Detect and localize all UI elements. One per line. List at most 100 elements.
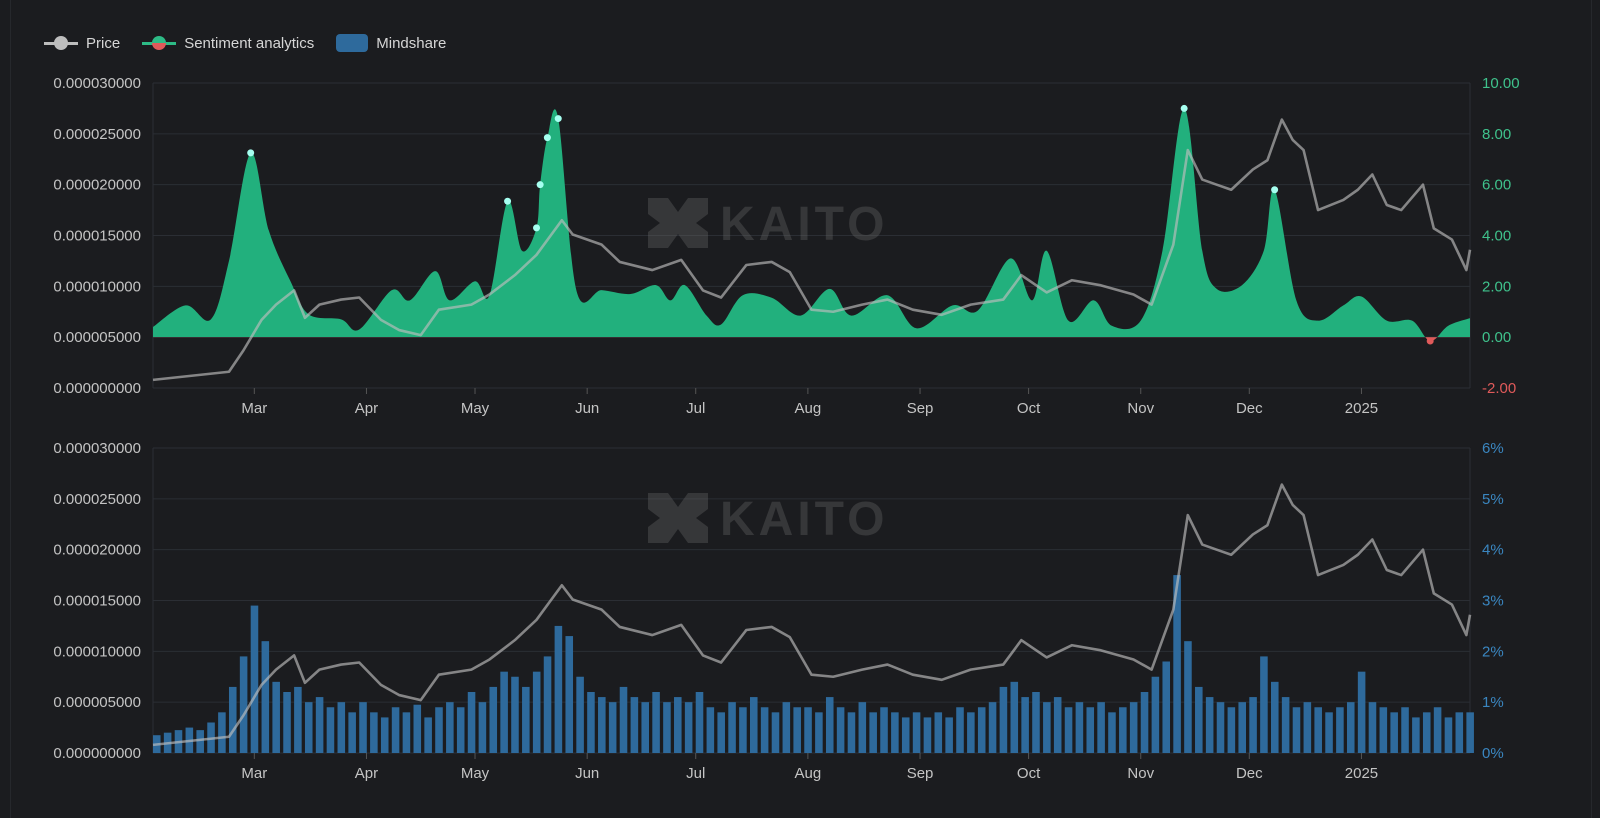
mindshare-bar [663, 702, 671, 753]
right-axis-tick-label: 3% [1482, 593, 1504, 610]
price-legend-icon [44, 36, 78, 50]
x-axis-tick-label: Nov [1127, 400, 1154, 417]
x-axis-tick-label: Sep [907, 765, 934, 782]
x-axis-tick-label: Oct [1017, 765, 1041, 782]
mindshare-bar [999, 686, 1008, 753]
left-axis-tick-label: 0.000000000 [53, 380, 141, 397]
left-axis-tick-label: 0.000030000 [53, 75, 141, 92]
mindshare-bar [315, 697, 324, 753]
right-axis-tick-label: 5% [1482, 491, 1504, 508]
x-axis-tick-label: Oct [1017, 400, 1041, 417]
mindshare-bar [988, 702, 997, 753]
mindshare-bar [272, 681, 280, 753]
x-axis-tick-label: Dec [1236, 765, 1263, 782]
legend-item-mindshare[interactable]: Mindshare [336, 34, 446, 52]
x-axis-tick-label: Aug [795, 765, 822, 782]
x-axis-tick-label: Apr [355, 765, 378, 782]
mindshare-bar [901, 717, 910, 753]
kaito-watermark-logo: KAITO [648, 493, 888, 546]
x-axis-tick-label: Aug [795, 400, 822, 417]
left-axis-tick-label: 0.000000000 [53, 745, 141, 762]
mindshare-bar [869, 712, 877, 753]
sentiment-marker [504, 197, 512, 205]
mindshare-bar [891, 712, 899, 753]
legend-label-sentiment: Sentiment analytics [184, 34, 315, 52]
mindshare-bar [1433, 707, 1442, 753]
mindshare-bar [1466, 712, 1474, 753]
mindshare-bar [1390, 712, 1398, 753]
x-axis-tick-label: Mar [241, 765, 267, 782]
mindshare-bar [1401, 707, 1409, 753]
mindshare-bar [1173, 575, 1181, 753]
legend-item-sentiment[interactable]: Sentiment analytics [142, 35, 314, 52]
mindshare-bar [1086, 707, 1095, 753]
mindshare-bar [239, 656, 248, 753]
mindshare-bar [1075, 702, 1084, 753]
x-axis-tick-label: Jun [575, 765, 599, 782]
mindshare-bar [554, 625, 563, 753]
mindshare-bar [1412, 717, 1420, 753]
x-axis-tick-label: May [461, 765, 490, 782]
panel-1: 0.000000000 0% 0.000005000 1% 0.000010000 2% 0… [53, 440, 1503, 782]
mindshare-bar [1271, 681, 1279, 753]
mindshare-bar [1444, 717, 1453, 753]
mindshare-bar [1292, 707, 1301, 753]
mindshare-bar [1053, 697, 1062, 753]
mindshare-bar [1238, 702, 1246, 753]
mindshare-bar [706, 707, 715, 753]
mindshare-bar [294, 686, 302, 753]
mindshare-bar [1227, 707, 1236, 753]
mindshare-bar [565, 636, 574, 753]
mindshare-bar [1314, 707, 1322, 753]
mindshare-bar [967, 712, 975, 753]
kaito-logo-text: KAITO [720, 493, 888, 546]
right-axis-tick-label: 1% [1482, 694, 1504, 711]
mindshare-bar [782, 702, 791, 753]
mindshare-bar [1216, 702, 1225, 753]
sentiment-marker [1271, 186, 1279, 194]
mindshare-bar [489, 686, 498, 753]
x-axis-tick-label: May [461, 400, 490, 417]
mindshare-bar [413, 704, 422, 753]
legend: Price Sentiment analytics Mindshare [44, 34, 446, 52]
sentiment-marker [554, 115, 562, 123]
left-axis-tick-label: 0.000020000 [53, 177, 141, 194]
mindshare-bar [912, 712, 921, 753]
mindshare-bar [804, 707, 812, 753]
mindshare-bar [608, 702, 617, 753]
mindshare-bar [435, 707, 443, 753]
mindshare-bar [1205, 697, 1214, 753]
left-axis-tick-label: 0.000025000 [53, 491, 141, 508]
x-axis-tick-label: Mar [241, 400, 267, 417]
x-axis-tick-label: Jun [575, 400, 599, 417]
sentiment-negative-marker [1426, 337, 1434, 345]
kaito-logo-text: KAITO [720, 198, 888, 251]
right-axis-tick-label: -2.00 [1482, 380, 1516, 397]
mindshare-bar [359, 702, 367, 753]
mindshare-bar [1162, 661, 1171, 753]
legend-item-price[interactable]: Price [44, 35, 120, 52]
mindshare-bar [250, 605, 259, 753]
mindshare-bar [641, 702, 650, 753]
mindshare-bar [977, 707, 986, 753]
kaito-logo-mark [648, 198, 708, 248]
mindshare-bar [1043, 702, 1051, 753]
left-axis-tick-label: 0.000020000 [53, 542, 141, 559]
mindshare-bar [228, 686, 237, 753]
mindshare-bar [1184, 641, 1192, 753]
mindshare-bar [1455, 712, 1464, 753]
mindshare-bar [630, 697, 639, 753]
mindshare-bar [348, 712, 356, 753]
mindshare-legend-icon [336, 34, 369, 52]
mindshare-bar [815, 712, 823, 753]
mindshare-bar [522, 686, 530, 753]
mindshare-bar [652, 692, 660, 753]
mindshare-bar [880, 707, 888, 753]
legend-label-price: Price [86, 34, 121, 52]
mindshare-bar [511, 676, 519, 753]
mindshare-bar [1129, 702, 1138, 753]
sentiment-legend-icon [142, 36, 177, 50]
mindshare-bar [587, 692, 595, 753]
panel-0: 0.000000000 -2.00 0.000005000 0.00 0.0000100… [53, 75, 1519, 417]
right-axis-tick-label: 4% [1482, 542, 1504, 559]
